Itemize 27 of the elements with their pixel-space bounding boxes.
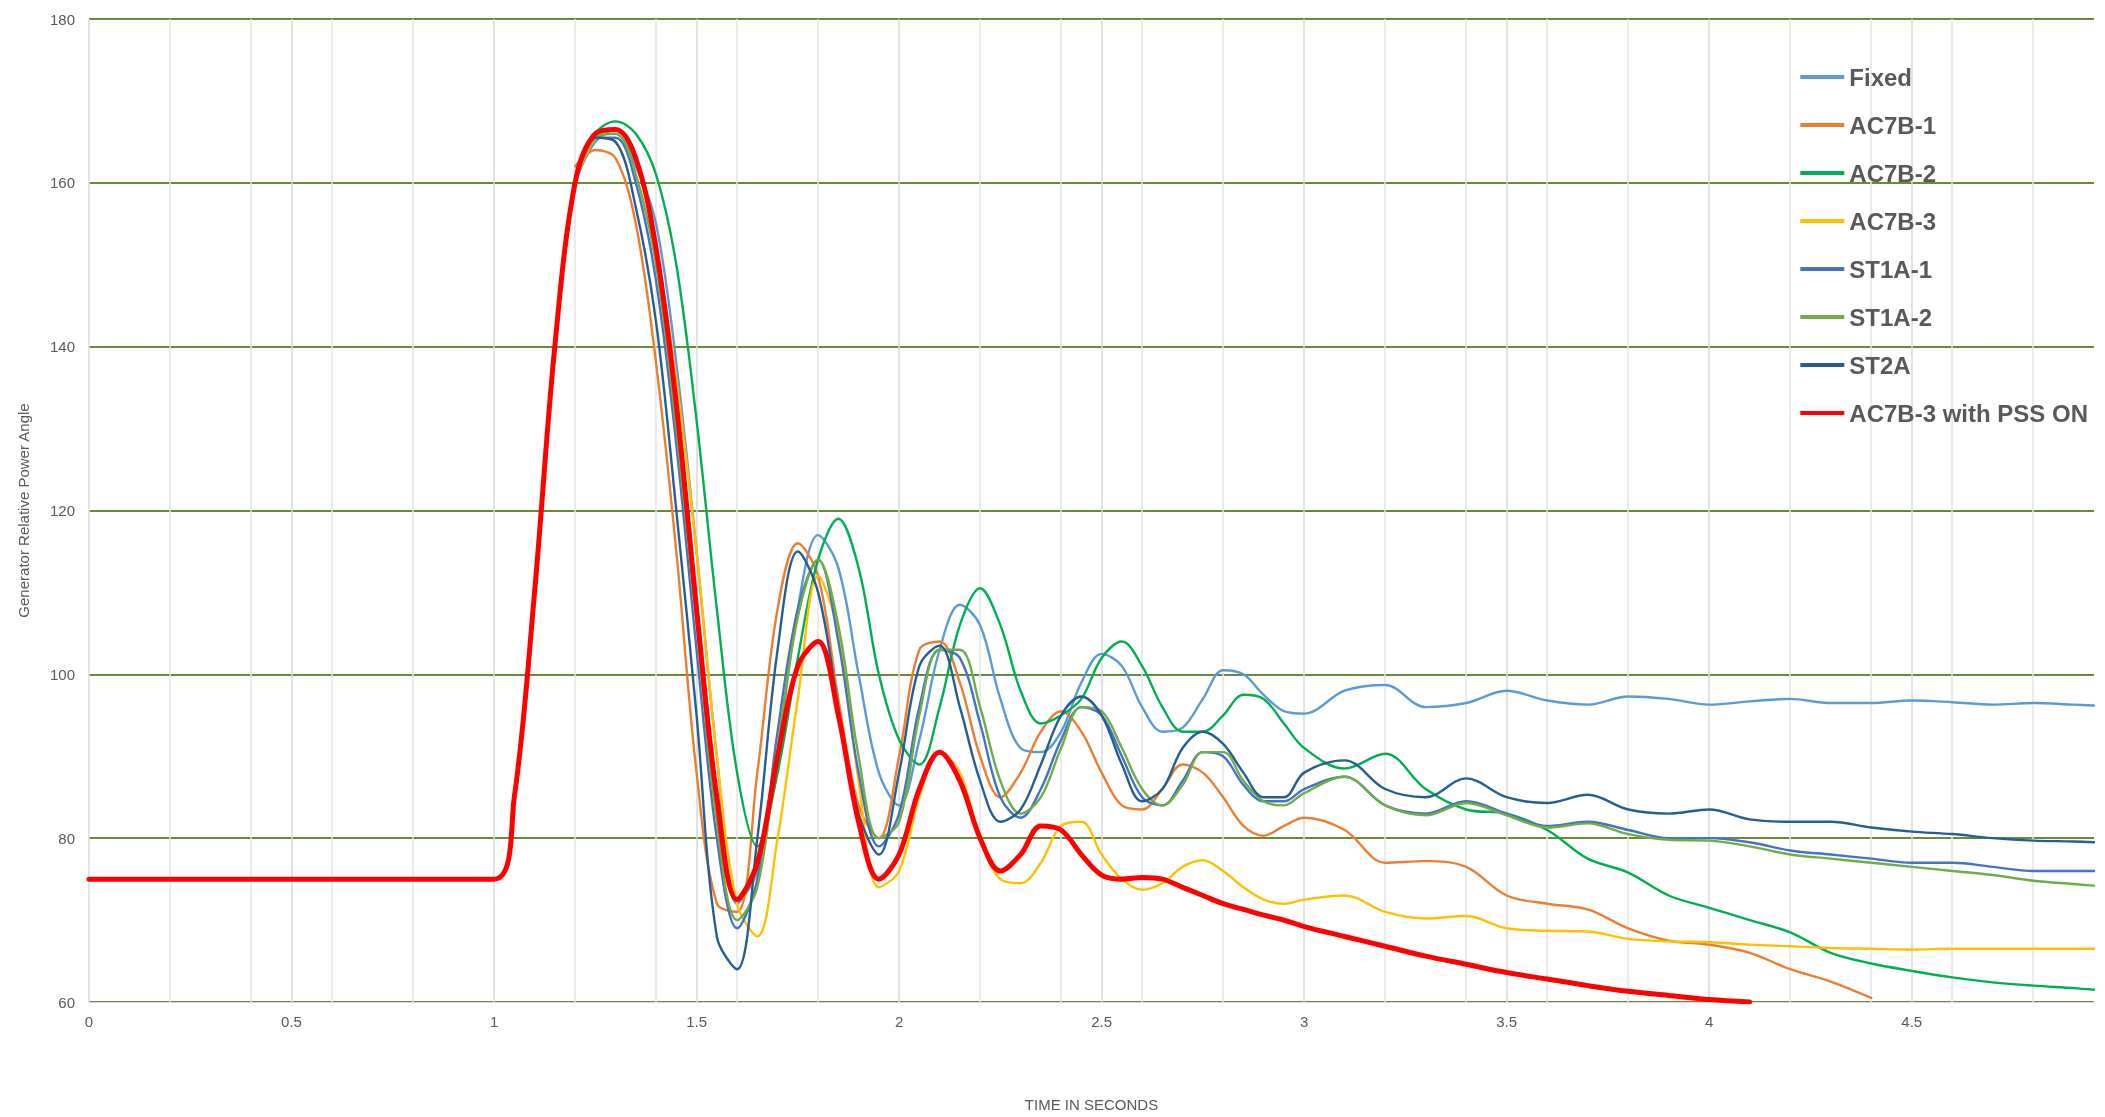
y-tick-label: 120 <box>49 502 75 519</box>
x-tick-label: 2 <box>894 1013 904 1030</box>
x-tick-label: 3.5 <box>1496 1013 1518 1030</box>
legend-label: ST1A-2 <box>1849 303 1932 331</box>
legend-label: AC7B-2 <box>1849 159 1936 187</box>
x-tick-label: 2.5 <box>1091 1013 1113 1030</box>
legend-label: Fixed <box>1849 63 1912 91</box>
x-tick-label: 0.5 <box>281 1013 302 1030</box>
y-tick-label: 60 <box>58 993 75 1011</box>
x-tick-label: 0 <box>84 1013 94 1030</box>
x-tick-label: 1 <box>489 1013 499 1030</box>
y-tick-label: 80 <box>58 829 75 847</box>
x-tick-label: 3 <box>1299 1013 1309 1030</box>
y-tick-label: 140 <box>49 338 75 356</box>
legend-label: ST1A-1 <box>1849 255 1932 283</box>
legend-label: AC7B-3 <box>1849 207 1936 235</box>
y-axis-title: Generator Relative Power Angle <box>15 403 32 618</box>
legend-label: AC7B-3 with PSS ON <box>1849 399 2088 427</box>
legend-label: AC7B-1 <box>1849 111 1936 139</box>
legend-label: ST2A <box>1849 351 1911 379</box>
y-tick-label: 160 <box>49 174 75 192</box>
x-tick-label: 4 <box>1705 1013 1714 1030</box>
y-tick-label: 100 <box>49 665 75 683</box>
x-tick-label: 4.5 <box>1901 1013 1923 1030</box>
y-tick-label: 180 <box>49 10 75 28</box>
x-tick-label: 1.5 <box>686 1013 708 1030</box>
x-axis-title: TIME IN SECONDS <box>1024 1096 1159 1113</box>
